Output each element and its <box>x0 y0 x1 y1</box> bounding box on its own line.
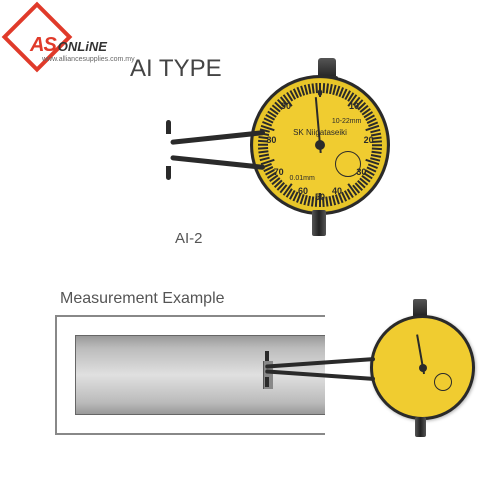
dial-label-50: 50 <box>315 192 325 202</box>
adjustment-knob-bottom <box>312 210 326 236</box>
ex-subdial <box>434 373 452 391</box>
caliper-arm-upper <box>170 130 265 145</box>
logo-suffix: ONLiNE <box>58 39 107 54</box>
dial-label-70: 70 <box>274 167 284 177</box>
logo-text: ASONLiNE <box>30 34 107 57</box>
example-caliper-gauge <box>315 295 485 455</box>
ex-knob-bottom <box>415 417 426 437</box>
main-caliper-gauge: SK Niigataseiki 10-22mm 0.01mm 0 10 20 3… <box>140 50 400 230</box>
ex-arm-lower <box>265 369 375 381</box>
brand-logo: ASONLiNE www.alliancesupplies.com.my <box>12 12 62 62</box>
dial-label-10: 10 <box>349 101 359 111</box>
dial-label-40: 40 <box>332 186 342 196</box>
measuring-tip-lower <box>166 166 171 180</box>
caliper-arm-lower <box>170 155 265 170</box>
ex-tip-lower <box>265 377 269 387</box>
ex-needle-center <box>419 364 427 372</box>
ex-dial-face <box>370 315 475 420</box>
example-heading: Measurement Example <box>60 290 225 308</box>
needle-center-pin <box>315 140 325 150</box>
dial-label-30: 30 <box>356 167 366 177</box>
dial-label-60: 60 <box>298 186 308 196</box>
ex-tip-upper <box>265 351 269 361</box>
logo-url: www.alliancesupplies.com.my <box>42 56 135 63</box>
dial-label-20: 20 <box>364 135 374 145</box>
ex-arm-upper <box>265 357 375 369</box>
dial-label-0: 0 <box>317 88 322 98</box>
logo-main: AS <box>30 34 56 56</box>
dial-inner-face: SK Niigataseiki 10-22mm 0.01mm 0 10 20 3… <box>259 84 381 206</box>
dial-face: SK Niigataseiki 10-22mm 0.01mm 0 10 20 3… <box>250 75 390 215</box>
measuring-tip-upper <box>166 120 171 134</box>
dial-label-80: 80 <box>266 135 276 145</box>
dial-graduation-text: 0.01mm <box>290 175 315 182</box>
model-number: AI-2 <box>175 230 203 247</box>
dial-range-text: 10-22mm <box>332 118 362 125</box>
ex-caliper-arms <box>265 355 375 383</box>
caliper-arms <box>170 130 260 170</box>
dial-label-90: 90 <box>281 101 291 111</box>
